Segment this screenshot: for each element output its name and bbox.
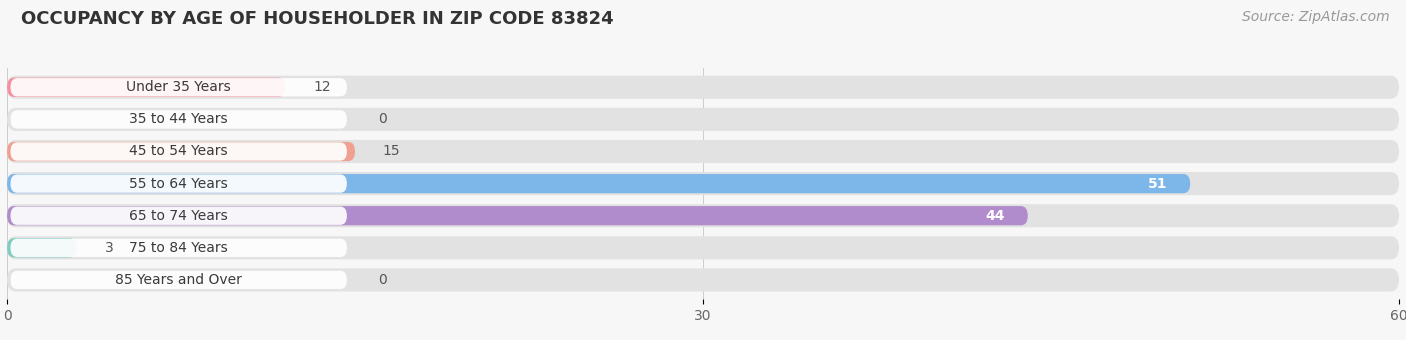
FancyBboxPatch shape <box>7 174 1191 193</box>
Text: 44: 44 <box>986 209 1004 223</box>
Text: 51: 51 <box>1147 176 1167 191</box>
Text: OCCUPANCY BY AGE OF HOUSEHOLDER IN ZIP CODE 83824: OCCUPANCY BY AGE OF HOUSEHOLDER IN ZIP C… <box>21 10 613 28</box>
Text: Source: ZipAtlas.com: Source: ZipAtlas.com <box>1241 10 1389 24</box>
FancyBboxPatch shape <box>10 142 347 160</box>
FancyBboxPatch shape <box>7 268 1399 291</box>
Text: 0: 0 <box>378 113 387 126</box>
Text: Under 35 Years: Under 35 Years <box>127 80 231 94</box>
Text: 3: 3 <box>104 241 114 255</box>
FancyBboxPatch shape <box>10 78 347 97</box>
FancyBboxPatch shape <box>10 207 347 225</box>
Text: 65 to 74 Years: 65 to 74 Years <box>129 209 228 223</box>
FancyBboxPatch shape <box>7 78 285 97</box>
Text: 45 to 54 Years: 45 to 54 Years <box>129 144 228 158</box>
Text: 75 to 84 Years: 75 to 84 Years <box>129 241 228 255</box>
Text: 85 Years and Over: 85 Years and Over <box>115 273 242 287</box>
FancyBboxPatch shape <box>7 108 1399 131</box>
Text: 12: 12 <box>314 80 330 94</box>
FancyBboxPatch shape <box>7 140 1399 163</box>
FancyBboxPatch shape <box>10 174 347 193</box>
FancyBboxPatch shape <box>10 271 347 289</box>
FancyBboxPatch shape <box>7 172 1399 195</box>
FancyBboxPatch shape <box>10 239 347 257</box>
FancyBboxPatch shape <box>7 236 1399 259</box>
FancyBboxPatch shape <box>7 76 1399 99</box>
Text: 15: 15 <box>382 144 401 158</box>
Text: 35 to 44 Years: 35 to 44 Years <box>129 113 228 126</box>
Text: 0: 0 <box>378 273 387 287</box>
FancyBboxPatch shape <box>7 142 354 161</box>
FancyBboxPatch shape <box>7 238 77 257</box>
FancyBboxPatch shape <box>7 206 1028 225</box>
FancyBboxPatch shape <box>7 204 1399 227</box>
Text: 55 to 64 Years: 55 to 64 Years <box>129 176 228 191</box>
FancyBboxPatch shape <box>10 110 347 129</box>
